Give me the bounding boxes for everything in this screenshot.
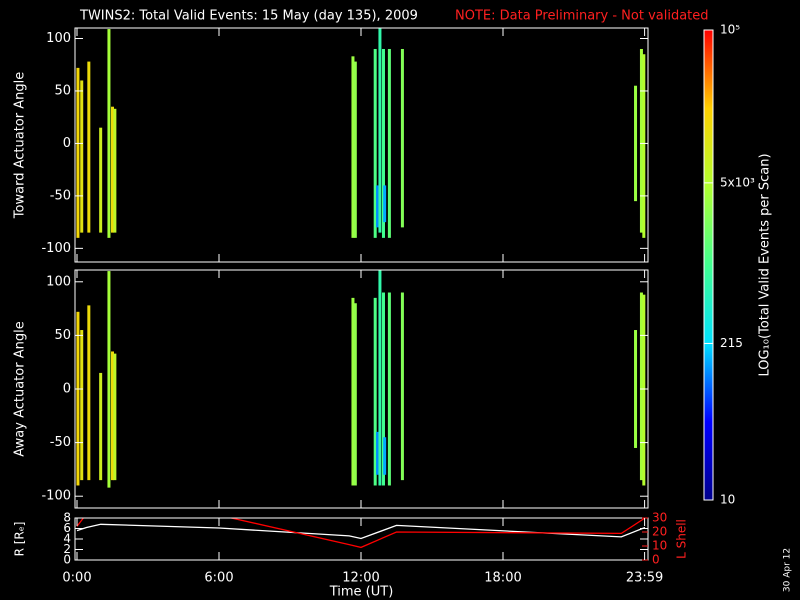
y-tick-label: 8 — [63, 511, 71, 525]
spectrogram-bar — [80, 80, 84, 233]
y-tick-label: 100 — [46, 274, 71, 289]
y2-tick-label: 30 — [652, 511, 667, 525]
y-tick-label: 50 — [54, 83, 71, 98]
spectrogram-bar — [634, 330, 638, 448]
colorbar — [703, 29, 714, 501]
y-tick-label: 0 — [63, 553, 71, 567]
spectrogram-bar — [373, 297, 377, 486]
y2-tick-label: 20 — [652, 525, 667, 539]
spectrogram-bar — [113, 353, 117, 481]
spectrogram-bar — [381, 292, 385, 486]
spectrogram-bar — [87, 61, 91, 233]
spectrogram-bar — [383, 185, 387, 223]
spectrogram-bar — [99, 372, 103, 481]
y-tick-label: -50 — [50, 435, 71, 450]
y-tick-label: -50 — [50, 188, 71, 203]
spectrogram-bar — [376, 185, 380, 228]
x-axis-label: Time (UT) — [329, 585, 394, 600]
y-tick-label: 0 — [63, 136, 71, 151]
spectrogram-bar — [381, 48, 385, 238]
spectrogram-bar — [642, 54, 646, 238]
y-tick-label: 0 — [63, 382, 71, 397]
spectrogram-bar — [107, 271, 111, 488]
y-tick-label: 4 — [63, 532, 71, 546]
y-tick-label: -100 — [41, 489, 71, 504]
spectrogram-bar — [383, 437, 387, 475]
spectrogram-bar — [111, 106, 114, 233]
x-tick-label: 0:00 — [62, 571, 91, 586]
y-tick-label: 100 — [46, 31, 71, 46]
y-axis-label: R [Rₑ] — [13, 522, 27, 557]
spectrogram-bar — [87, 305, 91, 481]
y2-tick-label: 10 — [652, 539, 667, 553]
spectrogram-bar — [400, 292, 404, 481]
spectrogram-bar — [376, 431, 380, 475]
spectrogram-bar — [76, 67, 80, 238]
spectrogram-bar — [639, 292, 643, 481]
spectrogram-bar — [634, 85, 638, 202]
plot-area — [76, 518, 646, 549]
y-axis-label: Toward Actuator Angle — [13, 72, 28, 219]
spectrogram-bar — [387, 292, 391, 486]
colorbar-tick-label: 10⁵ — [720, 23, 740, 37]
colorbar-tick-label: 5x10³ — [720, 175, 755, 189]
colorbar-label: LOG₁₀(Total Valid Events per Scan) — [758, 153, 773, 376]
note: NOTE: Data Preliminary - Not validated — [455, 9, 709, 24]
x-tick-label: 6:00 — [204, 571, 233, 586]
plot-area — [76, 28, 646, 238]
spectrogram-bar — [351, 56, 355, 238]
spectrogram-bar — [378, 28, 382, 233]
spectrogram-bar — [107, 29, 111, 238]
spectrogram-bar — [76, 311, 80, 486]
colorbar-tick-label: 215 — [720, 336, 743, 350]
chart-title: TWINS2: Total Valid Events: 15 May (day … — [79, 9, 418, 24]
y-tick-label: 2 — [63, 542, 71, 556]
spectrogram-bar — [378, 270, 382, 486]
y2-axis-label: L Shell — [675, 519, 689, 559]
date-stamp: 30 Apr 12 — [783, 548, 793, 592]
spectrogram-bar — [111, 351, 114, 481]
spectrogram-bar — [80, 330, 84, 481]
spectrogram-bar — [400, 48, 404, 228]
x-tick-label: 12:00 — [342, 571, 379, 586]
spectrogram-bar — [353, 303, 357, 486]
spectrogram-bar — [353, 61, 357, 238]
plot-area — [76, 270, 646, 488]
x-tick-label: 18:00 — [484, 571, 521, 586]
y-axis-label: Away Actuator Angle — [13, 321, 28, 456]
line-series — [76, 518, 646, 549]
y-tick-label: 50 — [54, 328, 71, 343]
spectrogram-bar — [642, 294, 646, 486]
y-tick-label: -100 — [41, 241, 71, 256]
y-tick-label: 6 — [63, 521, 71, 535]
spectrogram-bar — [351, 297, 355, 486]
colorbar-tick-label: 10 — [720, 493, 735, 507]
spectrogram-bar — [373, 48, 377, 238]
x-tick-label: 23:59 — [626, 571, 663, 586]
spectrogram-bar — [113, 108, 117, 233]
y2-tick-label: 0 — [652, 553, 660, 567]
spectrogram-bar — [387, 48, 391, 238]
spectrogram-bar — [99, 127, 103, 233]
spectrogram-bar — [639, 48, 643, 233]
